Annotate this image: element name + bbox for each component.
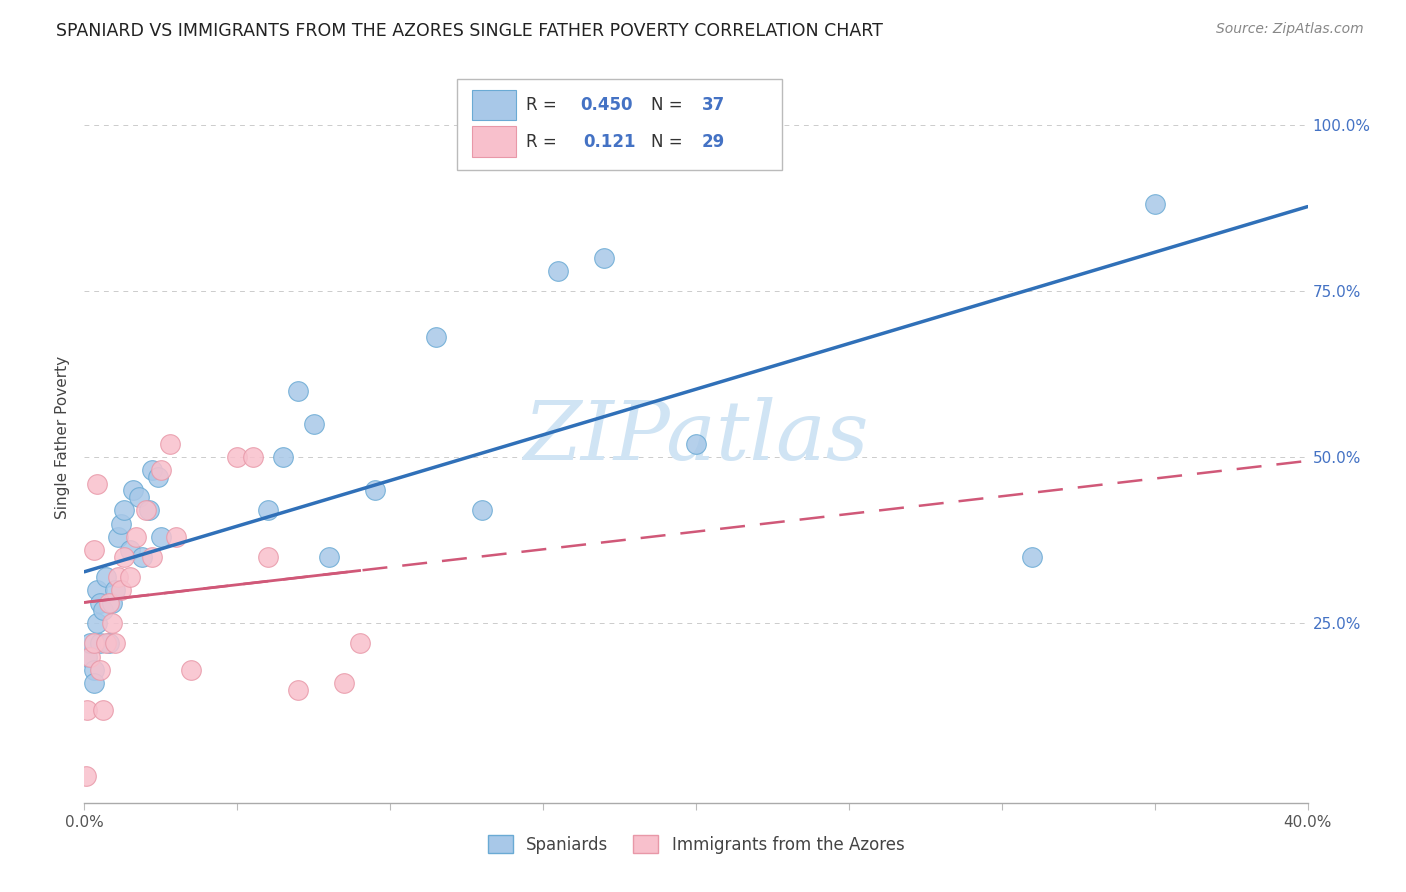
Point — [120, 570, 142, 584]
Point — [83, 636, 105, 650]
Point — [97, 596, 120, 610]
Point — [141, 463, 163, 477]
Point — [94, 570, 117, 584]
Point — [107, 530, 129, 544]
Point — [75, 769, 97, 783]
Point — [425, 330, 447, 344]
Point — [79, 649, 101, 664]
Point — [86, 616, 108, 631]
Point — [257, 549, 280, 564]
Point — [128, 490, 150, 504]
Point — [138, 503, 160, 517]
Point — [83, 676, 105, 690]
Point — [86, 582, 108, 597]
Point — [349, 636, 371, 650]
Point — [107, 570, 129, 584]
Text: R =: R = — [526, 96, 562, 114]
Point — [141, 549, 163, 564]
Point — [125, 530, 148, 544]
Point — [146, 470, 169, 484]
Point — [83, 543, 105, 558]
Point — [89, 636, 111, 650]
Text: SPANIARD VS IMMIGRANTS FROM THE AZORES SINGLE FATHER POVERTY CORRELATION CHART: SPANIARD VS IMMIGRANTS FROM THE AZORES S… — [56, 22, 883, 40]
Point — [91, 603, 114, 617]
Point — [1143, 197, 1166, 211]
Point — [101, 596, 124, 610]
Text: Source: ZipAtlas.com: Source: ZipAtlas.com — [1216, 22, 1364, 37]
Point — [104, 582, 127, 597]
Point — [149, 463, 172, 477]
Point — [226, 450, 249, 464]
Point — [89, 596, 111, 610]
Point — [97, 636, 120, 650]
Point — [83, 663, 105, 677]
Point — [159, 436, 181, 450]
Point — [101, 616, 124, 631]
Point — [333, 676, 356, 690]
Text: N =: N = — [651, 96, 688, 114]
Point — [685, 436, 707, 450]
Point — [76, 649, 98, 664]
Point — [112, 503, 135, 517]
FancyBboxPatch shape — [472, 89, 516, 120]
Text: 37: 37 — [702, 96, 725, 114]
Point — [471, 503, 494, 517]
Text: N =: N = — [651, 133, 688, 151]
FancyBboxPatch shape — [457, 78, 782, 170]
Point — [1021, 549, 1043, 564]
Point — [112, 549, 135, 564]
Point — [165, 530, 187, 544]
FancyBboxPatch shape — [472, 126, 516, 157]
Legend: Spaniards, Immigrants from the Azores: Spaniards, Immigrants from the Azores — [481, 829, 911, 860]
Point — [287, 682, 309, 697]
Point — [364, 483, 387, 498]
Point — [89, 663, 111, 677]
Point — [318, 549, 340, 564]
Point — [86, 476, 108, 491]
Y-axis label: Single Father Poverty: Single Father Poverty — [55, 356, 70, 518]
Text: 0.450: 0.450 — [579, 96, 633, 114]
Point — [110, 516, 132, 531]
Point — [135, 503, 157, 517]
Point — [593, 251, 616, 265]
Point — [104, 636, 127, 650]
Text: 0.121: 0.121 — [583, 133, 636, 151]
Point — [120, 543, 142, 558]
Text: R =: R = — [526, 133, 567, 151]
Point — [94, 636, 117, 650]
Point — [149, 530, 172, 544]
Point — [302, 417, 325, 431]
Point — [242, 450, 264, 464]
Text: 29: 29 — [702, 133, 725, 151]
Text: ZIPatlas: ZIPatlas — [523, 397, 869, 477]
Point — [180, 663, 202, 677]
Point — [91, 703, 114, 717]
Point — [547, 264, 569, 278]
Point — [110, 582, 132, 597]
Point — [122, 483, 145, 498]
Point — [257, 503, 280, 517]
Point — [79, 636, 101, 650]
Point — [131, 549, 153, 564]
Point — [76, 703, 98, 717]
Point — [271, 450, 294, 464]
Point — [287, 384, 309, 398]
